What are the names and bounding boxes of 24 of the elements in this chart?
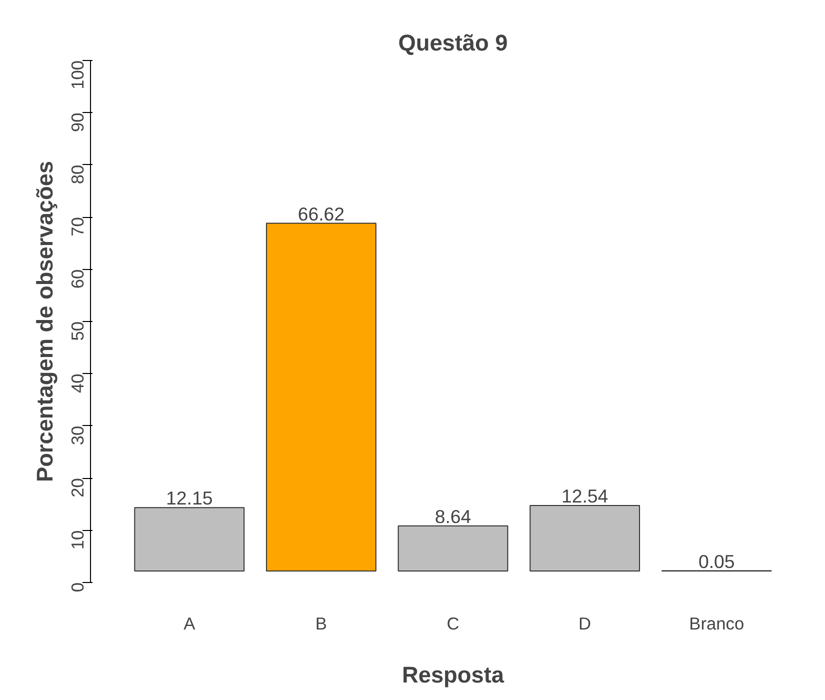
y-axis-title: Porcentagem de observações — [32, 160, 58, 482]
x-tick-label: B — [315, 614, 327, 634]
y-tick-label: 60 — [68, 269, 88, 289]
data-label: 12.15 — [166, 488, 213, 509]
y-tick-label: 90 — [68, 112, 88, 132]
y-tick-label: 10 — [68, 530, 88, 550]
x-axis-title: Resposta — [402, 662, 504, 688]
x-tick-label: Branco — [689, 614, 744, 634]
y-tick-label: 0 — [68, 582, 88, 592]
y-tick-label: 20 — [68, 478, 88, 498]
data-label: 66.62 — [298, 203, 345, 224]
data-label: 12.54 — [561, 486, 608, 507]
x-tick-label: C — [446, 614, 460, 634]
y-tick-label: 50 — [68, 321, 88, 341]
y-tick-label: 100 — [68, 60, 88, 90]
x-tick-label: A — [184, 614, 196, 634]
y-tick-label: 80 — [68, 164, 88, 184]
y-tick-label: 30 — [68, 426, 88, 446]
chart-title: Questão 9 — [398, 30, 508, 56]
y-tick-label: 70 — [68, 217, 88, 236]
data-label: 0.05 — [698, 550, 735, 572]
y-tick-label: 40 — [68, 374, 88, 393]
data-label: 8.64 — [434, 506, 472, 527]
x-tick-label: D — [578, 614, 592, 634]
